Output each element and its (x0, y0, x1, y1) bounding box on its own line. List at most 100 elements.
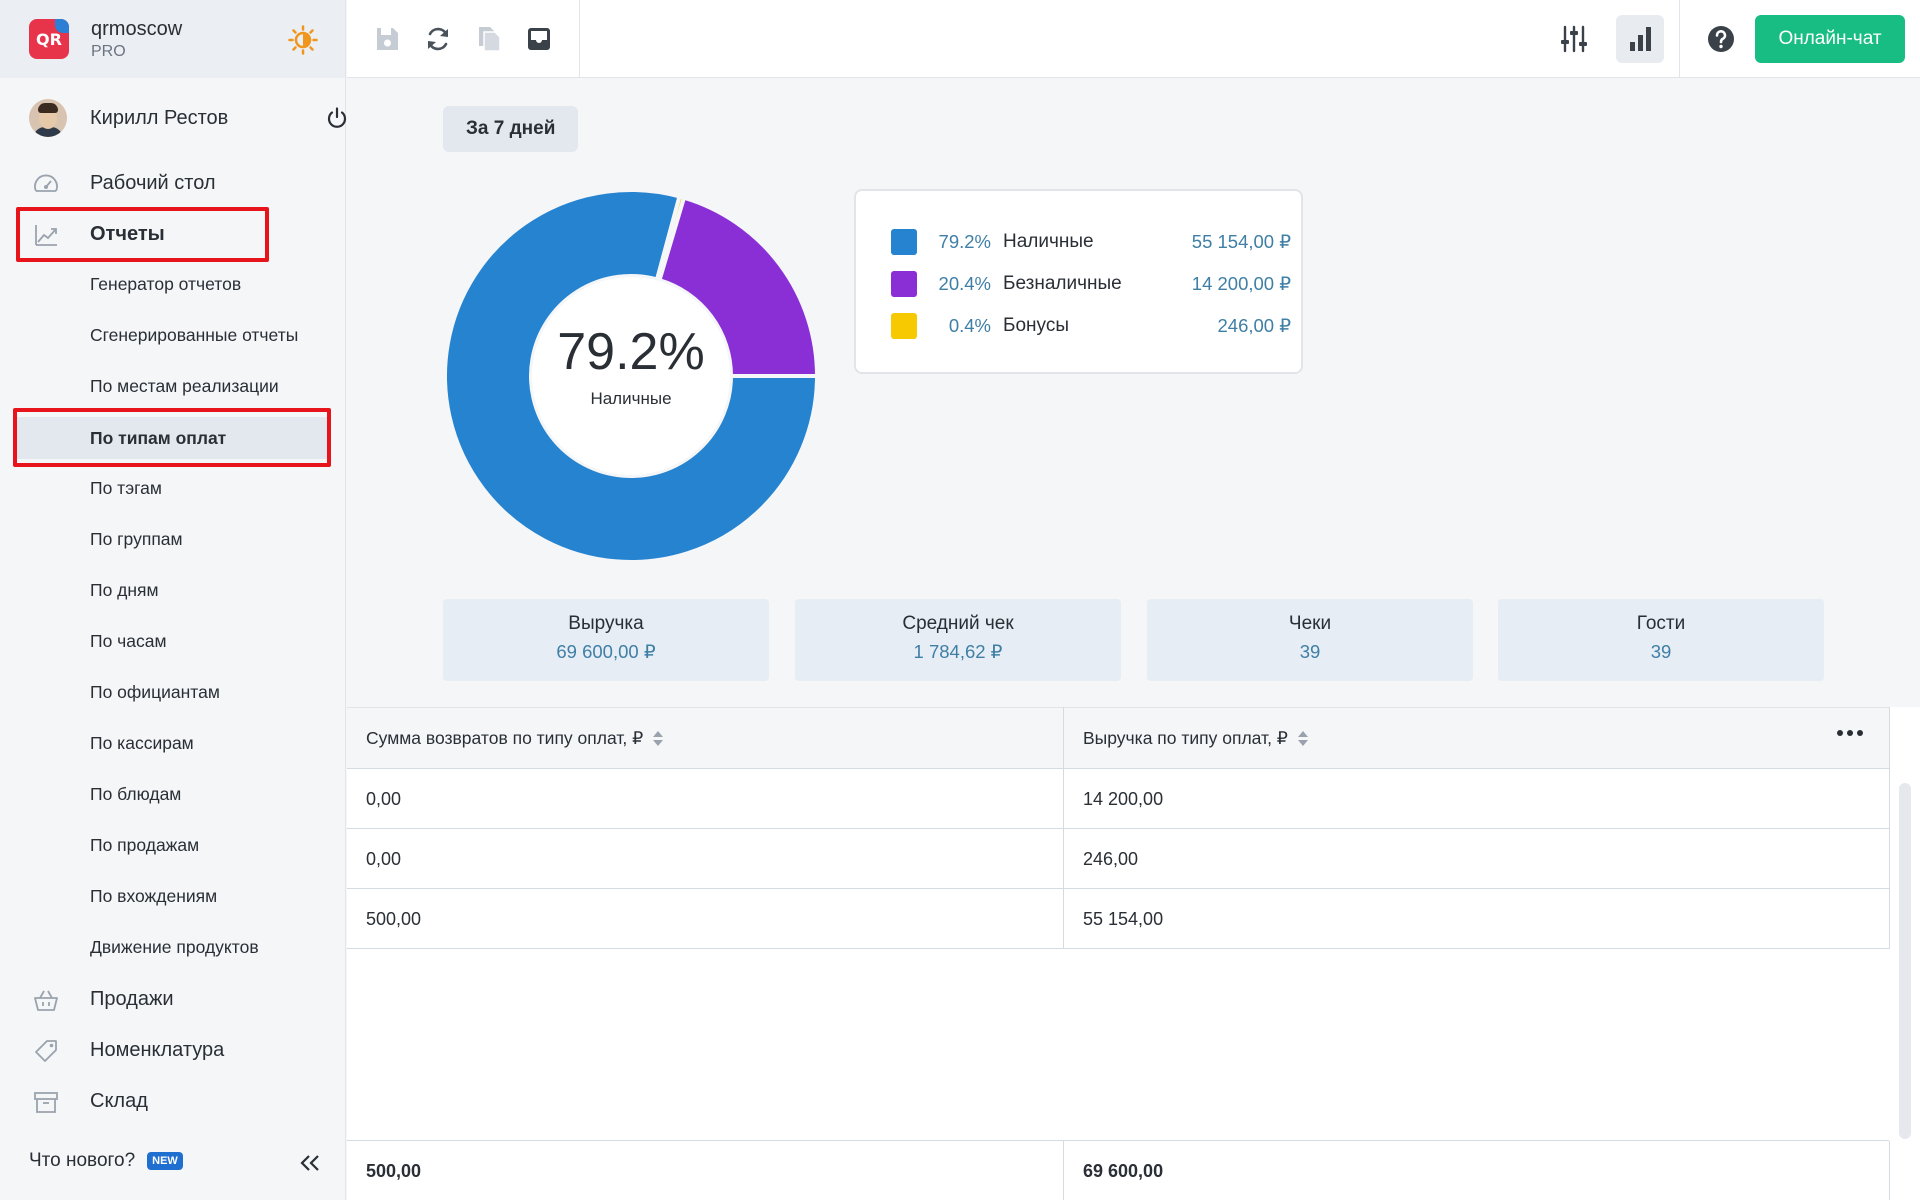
submenu-by-groups[interactable]: По группам (0, 519, 346, 559)
submenu-by-waiters[interactable]: По официантам (0, 672, 346, 712)
copy-icon[interactable] (473, 23, 505, 55)
submenu-by-entries[interactable]: По вхождениям (0, 876, 346, 916)
refresh-icon[interactable] (422, 23, 454, 55)
nav-reports[interactable]: Отчеты (0, 212, 346, 256)
legend-swatch (891, 313, 917, 339)
submenu-by-days[interactable]: По дням (0, 570, 346, 610)
table-cell: 0,00 (366, 788, 402, 809)
legend-name: Бонусы (1003, 315, 1069, 336)
stat-value: 1 784,62 ₽ (913, 641, 1003, 662)
submenu-label: Генератор отчетов (90, 273, 242, 294)
stat-title: Выручка (568, 613, 644, 634)
table-row[interactable]: 0,00 246,00 (347, 829, 1889, 889)
donut-center-label: Наличные (590, 389, 672, 408)
period-selector[interactable]: За 7 дней (443, 106, 579, 152)
stat-revenue: Выручка 69 600,00 ₽ (443, 599, 769, 681)
nav-warehouse[interactable]: Склад (0, 1079, 346, 1123)
inbox-icon[interactable] (523, 23, 555, 55)
highlight-reports (16, 207, 269, 262)
legend-row-cashless[interactable]: 20.4% Безналичные 14 200,00 ₽ (891, 270, 1291, 298)
speedometer-icon (34, 174, 58, 192)
avatar (29, 99, 67, 137)
submenu-by-payment-types[interactable]: По типам оплат (16, 417, 328, 459)
submenu-label: По типам оплат (90, 427, 227, 448)
table-cell: 14 200,00 (1083, 788, 1164, 809)
submenu-product-movement[interactable]: Движение продуктов (0, 927, 346, 967)
submenu-label: По продажам (90, 834, 200, 855)
payment-types-table: Сумма возвратов по типу оплат, ₽ Выручка… (347, 707, 1920, 1200)
collapse-sidebar-icon[interactable] (298, 1151, 322, 1175)
nav-reports-label: Отчеты (90, 222, 165, 245)
submenu-label: По тэгам (90, 477, 162, 498)
sidebar: QR qrmoscow PRO Кирилл Рестов (0, 0, 347, 1200)
archive-box-icon (34, 1092, 58, 1113)
sort-icon[interactable] (1297, 730, 1308, 747)
submenu-label: Движение продуктов (90, 936, 259, 957)
nav-dashboard[interactable]: Рабочий стол (0, 161, 346, 205)
legend-value: 55 154,00 ₽ (1191, 231, 1291, 252)
submenu-by-dishes[interactable]: По блюдам (0, 774, 346, 814)
table-row[interactable]: 500,00 55 154,00 (347, 889, 1889, 949)
user-profile[interactable]: Кирилл Рестов (29, 96, 347, 140)
nav-nomenclature-label: Номенклатура (90, 1038, 225, 1061)
legend-value: 246,00 ₽ (1217, 315, 1292, 336)
stat-title: Гости (1636, 613, 1686, 634)
stat-value: 39 (1650, 641, 1672, 662)
stat-value: 69 600,00 ₽ (556, 641, 656, 662)
submenu-by-sales[interactable]: По продажам (0, 825, 346, 865)
whats-new-link[interactable]: Что нового? NEW (29, 1150, 183, 1172)
tag-icon (35, 1040, 57, 1062)
submenu-label: По часам (90, 630, 167, 651)
submenu-label: По блюдам (90, 783, 182, 804)
sliders-icon[interactable] (1558, 23, 1590, 55)
submenu-label: Сгенерированные отчеты (90, 324, 299, 345)
help-icon[interactable] (1705, 23, 1737, 55)
legend-swatch (891, 271, 917, 297)
power-icon[interactable] (325, 106, 349, 130)
chart-legend: 79.2% Наличные 55 154,00 ₽ 20.4% Безнали… (854, 189, 1303, 374)
basket-icon (34, 990, 58, 1011)
donut-hole (532, 277, 730, 475)
submenu-by-cashiers[interactable]: По кассирам (0, 723, 346, 763)
user-name: Кирилл Рестов (90, 106, 229, 129)
sort-icon[interactable] (653, 730, 664, 747)
nav-dashboard-label: Рабочий стол (90, 171, 216, 194)
theme-toggle-icon[interactable] (288, 25, 318, 55)
more-options-icon[interactable] (1837, 730, 1863, 736)
new-badge: NEW (147, 1152, 183, 1170)
donut-segment-Наличные[interactable] (443, 188, 819, 564)
submenu-label: По вхождениям (90, 885, 218, 906)
table-row[interactable]: 0,00 14 200,00 (347, 769, 1889, 829)
submenu-generated-reports[interactable]: Сгенерированные отчеты (0, 315, 346, 355)
nav-sales[interactable]: Продажи (0, 977, 346, 1021)
column-header-revenue[interactable]: Выручка по типу оплат, ₽ (1083, 708, 1308, 769)
bar-chart-icon (1630, 27, 1651, 51)
total-refunds: 500,00 (366, 1160, 422, 1181)
save-icon[interactable] (371, 23, 403, 55)
payment-donut-chart (443, 188, 819, 564)
legend-row-cash[interactable]: 79.2% Наличные 55 154,00 ₽ (891, 228, 1291, 256)
toolbar-separator (1679, 0, 1680, 78)
legend-row-bonuses[interactable]: 0.4% Бонусы 246,00 ₽ (891, 312, 1291, 340)
highlight-payment-types (13, 408, 331, 467)
app-logo: QR (29, 19, 69, 59)
stat-title: Чеки (1288, 613, 1332, 634)
column-header-refunds[interactable]: Сумма возвратов по типу оплат, ₽ (366, 708, 664, 769)
column-divider (1063, 707, 1064, 949)
submenu-label: По кассирам (90, 732, 194, 753)
table-scrollbar-thumb[interactable] (1899, 783, 1911, 1139)
legend-swatch (891, 229, 917, 255)
submenu-by-hours[interactable]: По часам (0, 621, 346, 661)
nav-nomenclature[interactable]: Номенклатура (0, 1028, 346, 1072)
submenu-label: По официантам (90, 681, 220, 702)
online-chat-button[interactable]: Онлайн-чат (1755, 15, 1905, 63)
submenu-by-tags[interactable]: По тэгам (0, 468, 346, 508)
submenu-report-generator[interactable]: Генератор отчетов (0, 264, 346, 304)
table-header: Сумма возвратов по типу оплат, ₽ Выручка… (347, 707, 1889, 769)
submenu-by-sales-points[interactable]: По местам реализации (0, 366, 346, 406)
stat-guests: Гости 39 (1498, 599, 1824, 681)
submenu-label: По местам реализации (90, 375, 279, 396)
donut-segment-Безналичные[interactable] (657, 195, 819, 378)
submenu-label: По группам (90, 528, 183, 549)
donut-center-value: 79.2% (557, 323, 705, 381)
